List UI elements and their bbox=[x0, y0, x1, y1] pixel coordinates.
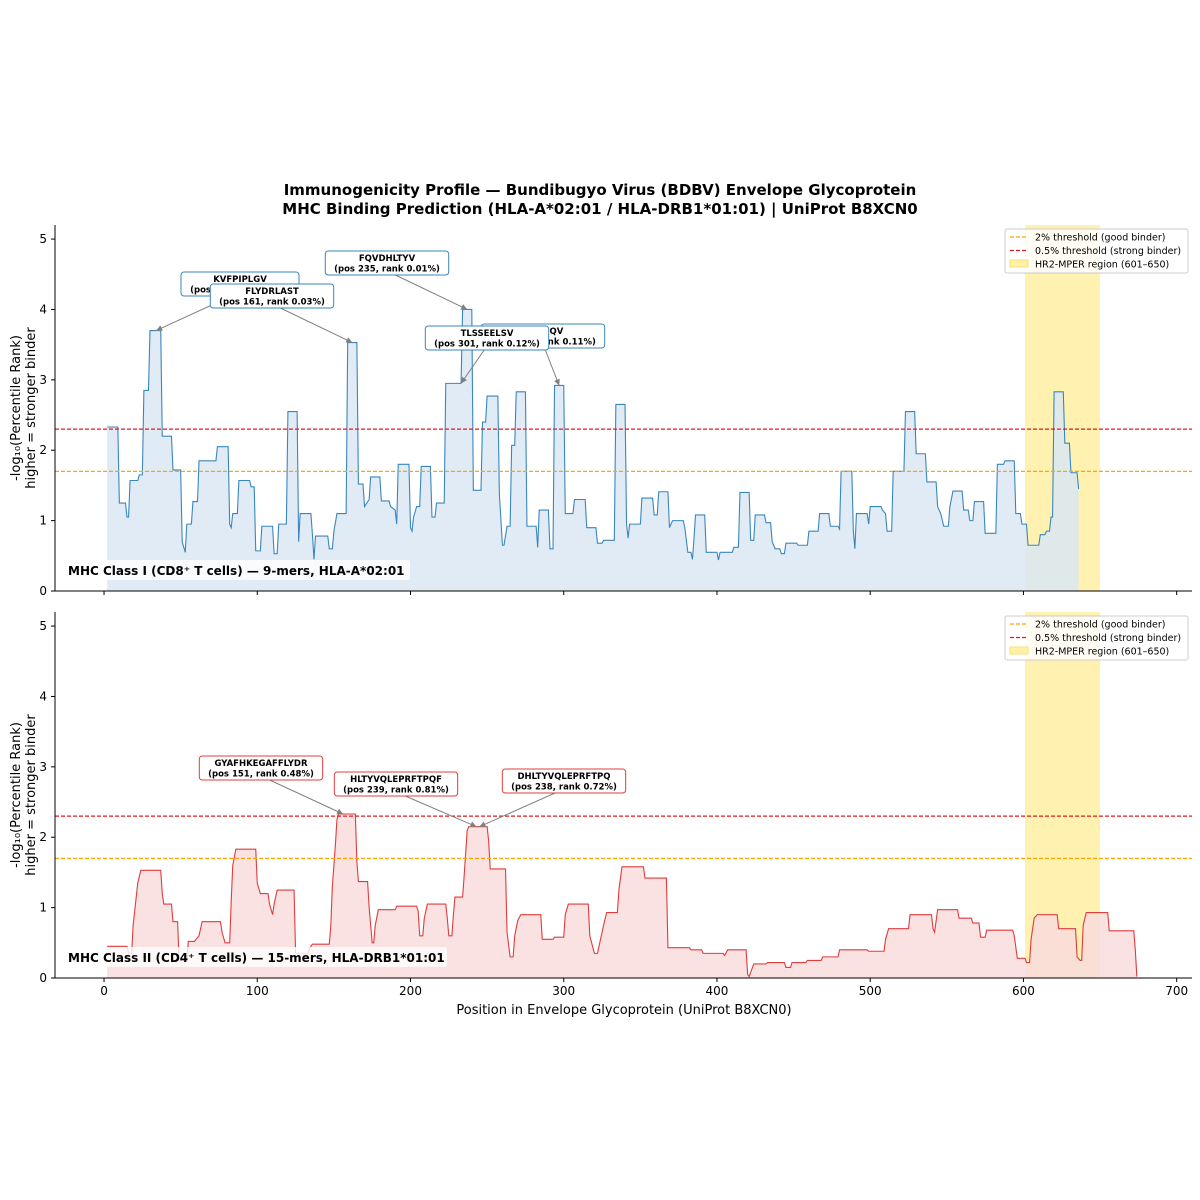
legend-region-swatch bbox=[1009, 259, 1029, 268]
annotation-arrowhead bbox=[554, 378, 560, 386]
y-tick-label: 1 bbox=[39, 514, 47, 528]
annotation-arrowhead bbox=[156, 325, 163, 331]
class1-panel: 0 1 2 3 4 5 -log₁₀(Percentile Rank) higher = st… bbox=[9, 225, 1192, 598]
annotation-arrow bbox=[479, 788, 565, 828]
class2-panel: 0 1 2 3 4 5 0 100 200 300 400 500 600 700 -log₁₀(Perce… bbox=[9, 612, 1192, 998]
annotation-box bbox=[324, 250, 450, 276]
annotation-peptide: FQVDHLTYV bbox=[359, 254, 416, 264]
y-tick-label: 5 bbox=[39, 619, 47, 633]
peptide-annotation: FLYDRLAST(pos 161, rank 0.03%) bbox=[209, 283, 353, 343]
legend-box bbox=[1004, 228, 1189, 274]
annotation-arrowhead bbox=[479, 821, 487, 827]
annotation-arrowhead bbox=[469, 821, 477, 828]
annotation-peptide: DHLTYVQLEPRFTPQ bbox=[518, 772, 611, 782]
x-tick-label: 100 bbox=[246, 984, 269, 998]
annotation-detail: (pos 151, rank 0.48%) bbox=[208, 770, 314, 780]
annotation-peptide: FLYDRLAST bbox=[245, 287, 299, 297]
x-tick-label: 200 bbox=[399, 984, 422, 998]
annotation-box bbox=[501, 768, 627, 794]
annotation-arrow bbox=[395, 791, 477, 828]
annotation-box bbox=[209, 283, 335, 309]
peptide-annotation: GYAFHKEGAFFLYDR(pos 151, rank 0.48%) bbox=[198, 755, 344, 815]
y-tick-label: 0 bbox=[39, 971, 47, 985]
legend-good-label: 2% threshold (good binder) bbox=[1035, 233, 1165, 244]
y-tick-label: 0 bbox=[39, 584, 47, 598]
peptide-annotation: TLSSEELSV(pos 301, rank 0.12%) bbox=[424, 325, 550, 384]
annotation-arrowhead bbox=[460, 304, 468, 310]
peptide-annotation: FQVDHLTYV(pos 235, rank 0.01%) bbox=[324, 250, 468, 310]
peptide-annotation: HLTYVQLEPRFTPQF(pos 239, rank 0.81%) bbox=[333, 771, 477, 828]
chart-title-line2: MHC Binding Prediction (HLA-A*02:01 / HL… bbox=[282, 200, 917, 219]
x-tick-label: 300 bbox=[552, 984, 575, 998]
legend-strong-label: 0.5% threshold (strong binder) bbox=[1035, 633, 1181, 644]
annotation-detail: (pos 239, rank 0.81%) bbox=[343, 786, 449, 796]
x-tick-label: 0 bbox=[100, 984, 108, 998]
annotation-arrow bbox=[260, 775, 344, 815]
class2-binding-area bbox=[107, 814, 1137, 978]
annotation-detail: (pos 161, rank 0.03%) bbox=[219, 298, 325, 308]
y-tick-label: 3 bbox=[39, 760, 47, 774]
annotation-arrow bbox=[460, 345, 488, 384]
class1-legend: 2% threshold (good binder) 0.5% threshol… bbox=[1004, 228, 1189, 274]
peptide-annotation: DHLTYVQLEPRFTPQ(pos 238, rank 0.72%) bbox=[479, 768, 627, 828]
legend-good-label: 2% threshold (good binder) bbox=[1035, 620, 1165, 631]
legend-region-label: HR2-MPER region (601–650) bbox=[1035, 260, 1169, 271]
y-tick-label: 3 bbox=[39, 373, 47, 387]
y-tick-label: 1 bbox=[39, 901, 47, 915]
class2-panel-label-box: MHC Class II (CD4⁺ T cells) — 15-mers, H… bbox=[62, 947, 447, 967]
class2-panel-label: MHC Class II (CD4⁺ T cells) — 15-mers, H… bbox=[68, 951, 445, 965]
x-tick-label: 600 bbox=[1012, 984, 1035, 998]
annotation-peptide: GYAFHKEGAFFLYDR bbox=[214, 759, 307, 769]
x-axis-label: Position in Envelope Glycoprotein (UniPr… bbox=[456, 1003, 791, 1018]
annotation-arrow bbox=[271, 303, 353, 343]
annotation-box bbox=[333, 771, 459, 797]
legend-region-swatch bbox=[1009, 646, 1029, 655]
annotation-peptide: KVFPIPLGV bbox=[213, 275, 267, 285]
annotation-detail: (pos 235, rank 0.01%) bbox=[334, 265, 440, 275]
legend-box bbox=[1004, 615, 1189, 661]
x-tick-label: 700 bbox=[1165, 984, 1188, 998]
class2-binding-line bbox=[107, 813, 1138, 978]
legend-region-label: HR2-MPER region (601–650) bbox=[1035, 647, 1169, 658]
annotation-detail: (pos 238, rank 0.72%) bbox=[511, 783, 617, 793]
x-tick-label: 400 bbox=[706, 984, 729, 998]
annotation-peptide: HLTYVQLEPRFTPQF bbox=[350, 775, 442, 785]
class1-binding-area bbox=[107, 309, 1079, 591]
class1-panel-label: MHC Class I (CD8⁺ T cells) — 9-mers, HLA… bbox=[68, 564, 405, 578]
y-tick-label: 5 bbox=[39, 232, 47, 246]
annotation-box bbox=[424, 325, 550, 351]
annotation-detail: (pos 301, rank 0.12%) bbox=[434, 340, 540, 350]
annotation-arrow bbox=[542, 343, 560, 386]
annotation-box bbox=[198, 755, 324, 781]
annotation-arrowhead bbox=[336, 808, 344, 815]
x-tick-label: 500 bbox=[859, 984, 882, 998]
y-tick-label: 2 bbox=[39, 830, 47, 844]
annotation-peptide: TLSSEELSV bbox=[461, 329, 514, 339]
class1-panel-label-box: MHC Class I (CD8⁺ T cells) — 9-mers, HLA… bbox=[62, 560, 410, 580]
y-axis-label-line1: -log₁₀(Percentile Rank) bbox=[9, 335, 24, 481]
y-axis-label-line2: higher = stronger binder bbox=[24, 327, 39, 489]
annotation-arrowhead bbox=[345, 337, 353, 343]
y-axis-label-line1: -log₁₀(Percentile Rank) bbox=[9, 722, 24, 868]
y-tick-label: 2 bbox=[39, 443, 47, 457]
annotation-arrowhead bbox=[461, 376, 467, 384]
chart-title-line1: Immunogenicity Profile — Bundibugyo Viru… bbox=[284, 181, 917, 199]
y-tick-label: 4 bbox=[39, 689, 47, 703]
class1-binding-line bbox=[107, 308, 1080, 561]
annotation-arrow bbox=[386, 270, 468, 310]
legend-strong-label: 0.5% threshold (strong binder) bbox=[1035, 246, 1181, 257]
y-tick-label: 4 bbox=[39, 302, 47, 316]
y-axis-label-line2: higher = stronger binder bbox=[24, 714, 39, 876]
class2-legend: 2% threshold (good binder) 0.5% threshol… bbox=[1004, 615, 1189, 661]
